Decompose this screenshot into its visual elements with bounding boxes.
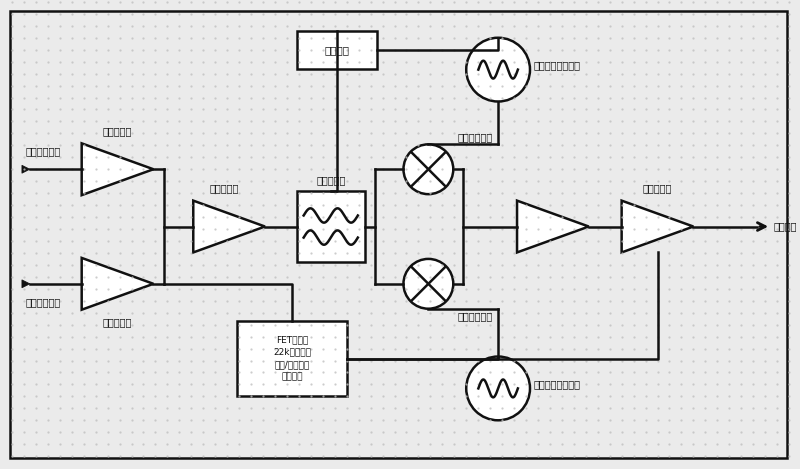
Circle shape — [403, 259, 454, 309]
Polygon shape — [82, 144, 154, 195]
Text: 高本振混频器: 高本振混频器 — [458, 132, 493, 143]
Text: 中频放大器: 中频放大器 — [643, 184, 672, 194]
Bar — [297, 31, 377, 68]
Text: 垂直级高放: 垂直级高放 — [103, 126, 132, 136]
Circle shape — [466, 38, 530, 101]
Text: 稳压电路: 稳压电路 — [324, 45, 350, 55]
Text: 中间级高放: 中间级高放 — [210, 184, 239, 194]
Text: 低本振混频器: 低本振混频器 — [458, 310, 493, 321]
Text: 射频水平信号: 射频水平信号 — [26, 297, 61, 307]
Polygon shape — [517, 201, 589, 252]
Polygon shape — [82, 258, 154, 310]
Polygon shape — [22, 280, 30, 288]
Text: 低本振介质振荡器: 低本振介质振荡器 — [534, 379, 581, 389]
Text: 高本振介质振荡器: 高本振介质振荡器 — [534, 61, 581, 71]
Polygon shape — [194, 201, 265, 252]
Bar — [297, 191, 365, 262]
Bar — [237, 321, 346, 396]
Text: FET管控制
22k信号检测
垂直/水平信号
检测芯片: FET管控制 22k信号检测 垂直/水平信号 检测芯片 — [273, 335, 311, 382]
Text: 射频垂直信号: 射频垂直信号 — [26, 146, 61, 156]
Polygon shape — [22, 165, 30, 173]
Circle shape — [466, 356, 530, 420]
Polygon shape — [622, 201, 694, 252]
Text: 带通滤波器: 带通滤波器 — [316, 174, 346, 185]
Text: 水平级高放: 水平级高放 — [103, 317, 132, 327]
Circle shape — [403, 144, 454, 194]
Text: 中频信号: 中频信号 — [773, 221, 797, 232]
